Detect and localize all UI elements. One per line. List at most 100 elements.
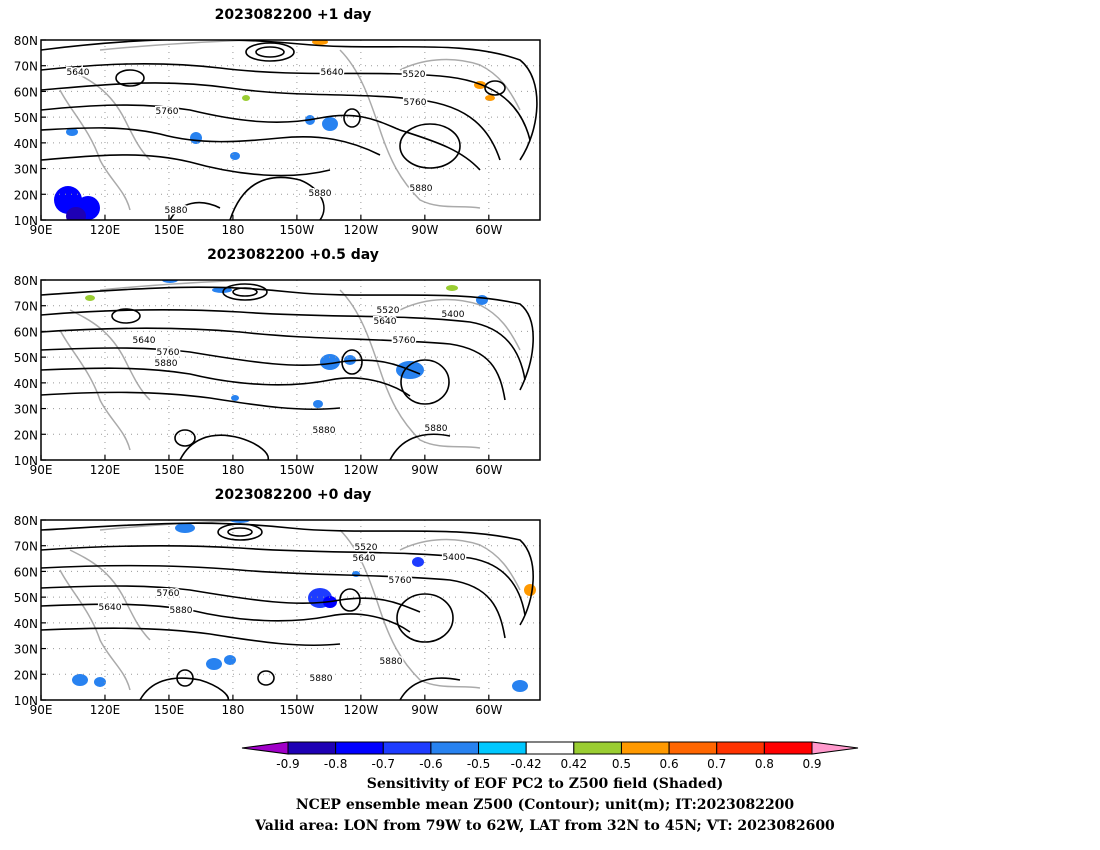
lon-label: 150W [280, 703, 315, 717]
z500-contour [41, 309, 526, 381]
colorbar-box [763, 741, 813, 755]
sensitivity-shading [206, 658, 222, 670]
contour-label: 5640 [133, 336, 156, 346]
z500-contour [41, 286, 534, 391]
sensitivity-shading [85, 295, 95, 301]
lat-label: 30N [14, 163, 38, 177]
z500-contour [41, 522, 534, 626]
contour-label: 5640 [321, 68, 344, 78]
z500-contour [41, 327, 506, 401]
contour-label: 5760 [389, 576, 412, 586]
colorbar-tick-label: 0.7 [707, 757, 726, 770]
lon-label: 150E [154, 703, 185, 717]
contour-label: 5760 [156, 107, 179, 117]
caption-title: Sensitivity of EOF PC2 to Z500 field (Sh… [366, 776, 724, 792]
lon-label: 180 [221, 703, 244, 717]
lat-label: 70N [14, 60, 38, 74]
z500-contour [41, 82, 501, 161]
lon-label: 150E [154, 223, 185, 237]
sensitivity-shading [224, 655, 236, 665]
lon-label: 90E [30, 223, 53, 237]
colorbar-low-arrow [241, 741, 289, 755]
contour-label: 5880 [425, 424, 448, 434]
sensitivity-shading [446, 285, 458, 291]
lat-label: 10N [14, 694, 38, 708]
colorbar-tick-label: 0.8 [755, 757, 774, 770]
sensitivity-shading [190, 132, 202, 144]
sensitivity-shading [412, 557, 424, 567]
z500-closed-contour [400, 359, 450, 405]
sensitivity-shading [230, 152, 240, 160]
z500-contour [139, 677, 229, 700]
colorbar-box [525, 741, 575, 755]
colorbar-tick-label: 0.9 [802, 757, 821, 770]
coastline [59, 89, 131, 211]
lon-label: 120E [90, 703, 121, 717]
sensitivity-shading [476, 295, 488, 305]
colorbar-box [573, 741, 622, 755]
lon-label: 120W [343, 223, 378, 237]
coastline [69, 309, 151, 401]
z500-closed-contour [217, 523, 263, 541]
map-plot-area [41, 520, 540, 700]
map-panel-1: 5640 5640 5520 5760 5760 5880 5880 5880 80N 70N 60… [14, 34, 541, 237]
lat-label: 80N [14, 514, 38, 528]
lat-label: 80N [14, 34, 38, 48]
z500-closed-contour [343, 108, 361, 128]
sensitivity-shading [485, 95, 495, 101]
sensitivity-shading [66, 207, 86, 220]
z500-contour [41, 367, 411, 397]
colorbar-tick-label: 0.42 [560, 757, 587, 770]
map-frame [40, 39, 541, 221]
colorbar-box [668, 741, 718, 755]
sensitivity-shading [72, 674, 88, 686]
coastline [339, 529, 481, 689]
z500-contour [41, 603, 411, 633]
lon-label: 120E [90, 463, 121, 477]
lat-label: 60N [14, 325, 38, 339]
z500-contour [41, 127, 381, 156]
colorbar-box [430, 741, 480, 755]
lon-label: 90W [411, 703, 438, 717]
z500-closed-contour [227, 527, 253, 537]
sensitivity-shading [312, 40, 328, 45]
lat-label: 60N [14, 85, 38, 99]
z500-closed-contour [255, 46, 285, 58]
coastline [59, 329, 131, 451]
contour-label: 5520 [355, 543, 378, 553]
colorbar-tick-label: -0.9 [276, 757, 299, 770]
coastline [69, 69, 151, 161]
z500-closed-contour [257, 670, 275, 686]
lat-label: 50N [14, 111, 38, 125]
lat-label: 40N [14, 377, 38, 391]
map-plot-area [41, 40, 540, 220]
sensitivity-shading [313, 400, 323, 408]
lat-label: 30N [14, 643, 38, 657]
sensitivity-shading [212, 287, 232, 293]
contour-label: 5640 [353, 554, 376, 564]
z500-closed-contour [115, 69, 145, 87]
lat-label: 70N [14, 540, 38, 554]
sensitivity-shading [322, 117, 338, 131]
colorbar-box [287, 741, 337, 755]
z500-closed-contour [176, 669, 194, 687]
colorbar-tick-label: -0.6 [419, 757, 442, 770]
z500-contour [41, 627, 341, 647]
contour-label: 5640 [67, 68, 90, 78]
lon-label: 60W [475, 463, 502, 477]
sensitivity-shading [66, 128, 78, 136]
contour-label: 5520 [377, 306, 400, 316]
colorbar-box [716, 741, 765, 755]
colorbar-box [620, 741, 670, 755]
sensitivity-shading [54, 186, 82, 214]
lon-label: 150E [154, 463, 185, 477]
z500-closed-contour [245, 42, 295, 62]
lat-label: 10N [14, 214, 38, 228]
sensitivity-shading [320, 354, 340, 370]
z500-contour [41, 154, 331, 177]
contour-label: 5640 [99, 603, 122, 613]
z500-contour [399, 677, 461, 700]
lat-label: 50N [14, 351, 38, 365]
